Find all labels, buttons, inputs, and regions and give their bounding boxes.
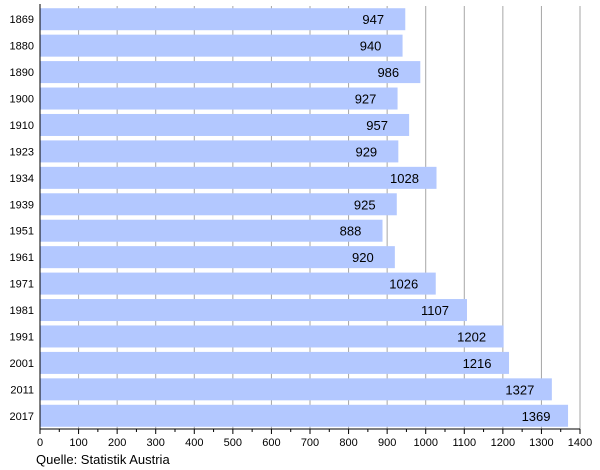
category-label: 1991 [10,331,34,343]
category-labels: 1869 1880 1890 1900 1910 1923 1934 1939 1951 1961… [10,14,34,423]
bars [40,8,569,427]
category-label: 1961 [10,252,34,264]
category-label: 1890 [10,67,34,79]
value-label: 1107 [421,303,449,318]
bar [40,113,410,136]
value-label: 947 [362,12,384,27]
x-tick-label: 800 [339,437,357,449]
value-label: 929 [355,144,377,159]
category-label: 1951 [10,226,34,238]
category-label: 2011 [10,384,34,396]
x-tick-label: 300 [147,437,165,449]
bar [40,246,395,269]
x-tick-label: 1000 [413,437,437,449]
bar [40,34,403,57]
x-tick-label: 100 [69,437,87,449]
bar [40,61,421,84]
value-label: 1216 [463,356,492,371]
x-tick-label: 600 [262,437,280,449]
source-note: Quelle: Statistik Austria [36,452,170,467]
category-label: 1880 [10,41,34,53]
bar [40,87,398,110]
bar [40,193,397,216]
bar [40,404,569,427]
value-label: 1369 [522,409,551,424]
x-axis: 0 100 200 300 400 500 600 700 800 900 1000 1100 1200… [37,4,592,449]
x-tick-label: 500 [224,437,242,449]
x-tick-label: 700 [301,437,319,449]
x-tick-label: 900 [378,437,396,449]
value-label: 957 [366,118,388,133]
bar [40,140,399,163]
category-label: 1923 [10,146,34,158]
category-label: 1981 [10,305,34,317]
category-label: 1910 [10,120,34,132]
x-tick-label: 1100 [452,437,476,449]
value-label: 1202 [457,329,486,344]
category-label: 1900 [10,94,34,106]
category-label: 1971 [10,279,34,291]
bar [40,299,467,322]
value-label: 888 [340,224,362,239]
value-label: 986 [377,65,399,80]
x-tick-label: 1300 [529,437,553,449]
x-tick-label: 1400 [568,437,592,449]
bar [40,166,437,189]
bar [40,378,552,401]
category-label: 1939 [10,199,34,211]
bar [40,272,436,295]
category-label: 1869 [10,14,34,26]
value-label: 920 [352,250,374,265]
x-tick-label: 200 [108,437,126,449]
category-label: 2017 [10,411,34,423]
value-label: 1026 [389,277,418,292]
value-label: 940 [360,39,382,54]
value-label: 925 [354,197,376,212]
x-tick-label: 1200 [491,437,515,449]
x-tick-label: 400 [185,437,203,449]
x-tick-label: 0 [37,437,43,449]
value-label: 927 [355,92,377,107]
category-label: 2001 [10,358,34,370]
value-label: 1327 [505,382,534,397]
bar [40,8,406,31]
bar [40,219,383,242]
bar [40,325,504,348]
value-label: 1028 [390,171,419,186]
category-label: 1934 [10,173,34,185]
bar [40,351,510,374]
